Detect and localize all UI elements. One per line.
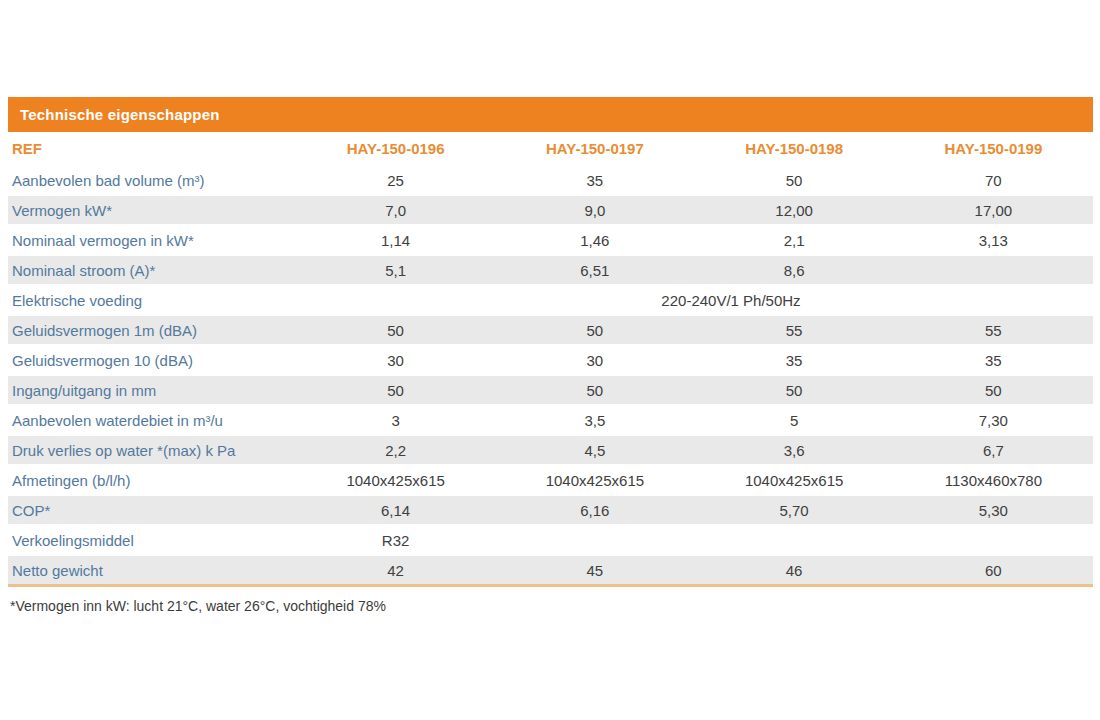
row-label: Druk verlies op water *(max) k Pa [8, 435, 296, 465]
table-row: Nominaal stroom (A)*5,16,518,6 [8, 255, 1093, 285]
table-row: Elektrische voeding220-240V/1 Ph/50Hz [8, 285, 1093, 315]
value-cell: 35 [495, 165, 694, 195]
table-row: Druk verlies op water *(max) k Pa2,24,53… [8, 435, 1093, 465]
row-label: Verkoelingsmiddel [8, 525, 296, 555]
value-cell: 1040x425x615 [695, 465, 894, 495]
value-cell: 42 [296, 555, 495, 586]
value-cell: 5,1 [296, 255, 495, 285]
table-row: Vermogen kW*7,09,012,0017,00 [8, 195, 1093, 225]
table-body: Aanbevolen bad volume (m³)25355070Vermog… [8, 165, 1093, 586]
table-row: Aanbevolen waterdebiet in m³/u33,557,30 [8, 405, 1093, 435]
column-header-model-4: HAY-150-0199 [894, 132, 1093, 165]
value-cell: 50 [695, 165, 894, 195]
value-cell: 1,14 [296, 225, 495, 255]
value-cell: 7,30 [894, 405, 1093, 435]
value-cell: 46 [695, 555, 894, 586]
row-label: Vermogen kW* [8, 195, 296, 225]
row-label: Ingang/uitgang in mm [8, 375, 296, 405]
value-cell: 1130x460x780 [894, 465, 1093, 495]
value-cell [495, 525, 694, 555]
value-cell: 3 [296, 405, 495, 435]
value-cell: 5,70 [695, 495, 894, 525]
value-cell: 55 [695, 315, 894, 345]
value-cell: 2,1 [695, 225, 894, 255]
value-cell: 7,0 [296, 195, 495, 225]
value-cell: 3,6 [695, 435, 894, 465]
value-cell: 9,0 [495, 195, 694, 225]
table-row: Geluidsvermogen 10 (dBA)30303535 [8, 345, 1093, 375]
value-cell: 1040x425x615 [296, 465, 495, 495]
value-cell: 30 [495, 345, 694, 375]
row-label: Nominaal stroom (A)* [8, 255, 296, 285]
value-cell: 1,46 [495, 225, 694, 255]
page: Technische eigenschappen REF HAY-150-019… [0, 0, 1100, 720]
value-cell: 12,00 [695, 195, 894, 225]
table-row: Ingang/uitgang in mm50505050 [8, 375, 1093, 405]
value-cell [894, 525, 1093, 555]
value-cell: 60 [894, 555, 1093, 586]
value-cell: 3,5 [495, 405, 694, 435]
column-header-model-3: HAY-150-0198 [695, 132, 894, 165]
row-label: Nominaal vermogen in kW* [8, 225, 296, 255]
value-cell: 6,14 [296, 495, 495, 525]
value-cell: 17,00 [894, 195, 1093, 225]
row-label: Afmetingen (b/l/h) [8, 465, 296, 495]
column-header-model-2: HAY-150-0197 [495, 132, 694, 165]
value-cell: 1040x425x615 [495, 465, 694, 495]
spec-table-container: Technische eigenschappen REF HAY-150-019… [8, 97, 1093, 614]
table-title: Technische eigenschappen [8, 106, 220, 123]
value-cell: 6,16 [495, 495, 694, 525]
footnote: *Vermogen inn kW: lucht 21°C, water 26°C… [8, 598, 1093, 614]
value-cell: 50 [495, 375, 694, 405]
value-cell [695, 525, 894, 555]
value-cell: 6,51 [495, 255, 694, 285]
value-cell: 45 [495, 555, 694, 586]
table-row: Geluidsvermogen 1m (dBA)50505555 [8, 315, 1093, 345]
value-cell: 50 [296, 375, 495, 405]
value-cell: 35 [894, 345, 1093, 375]
header-row: REF HAY-150-0196 HAY-150-0197 HAY-150-01… [8, 132, 1093, 165]
value-cell: 5,30 [894, 495, 1093, 525]
ref-header-label: REF [8, 132, 296, 165]
row-label: Netto gewicht [8, 555, 296, 586]
row-label: Geluidsvermogen 1m (dBA) [8, 315, 296, 345]
merged-value-cell: 220-240V/1 Ph/50Hz [296, 285, 1093, 315]
value-cell: 50 [695, 375, 894, 405]
value-cell: 55 [894, 315, 1093, 345]
specs-table: REF HAY-150-0196 HAY-150-0197 HAY-150-01… [8, 132, 1093, 587]
table-row: Afmetingen (b/l/h)1040x425x6151040x425x6… [8, 465, 1093, 495]
table-row: Nominaal vermogen in kW*1,141,462,13,13 [8, 225, 1093, 255]
value-cell: 3,13 [894, 225, 1093, 255]
table-row: COP*6,146,165,705,30 [8, 495, 1093, 525]
table-title-bar: Technische eigenschappen [8, 97, 1093, 132]
row-label: Geluidsvermogen 10 (dBA) [8, 345, 296, 375]
value-cell: 2,2 [296, 435, 495, 465]
value-cell: 8,6 [695, 255, 894, 285]
value-cell: 70 [894, 165, 1093, 195]
value-cell: 30 [296, 345, 495, 375]
table-row: Netto gewicht42454660 [8, 555, 1093, 586]
table-row: VerkoelingsmiddelR32 [8, 525, 1093, 555]
row-label: Aanbevolen waterdebiet in m³/u [8, 405, 296, 435]
column-header-model-1: HAY-150-0196 [296, 132, 495, 165]
value-cell: 25 [296, 165, 495, 195]
row-label: COP* [8, 495, 296, 525]
value-cell: 4,5 [495, 435, 694, 465]
value-cell [894, 255, 1093, 285]
value-cell: 50 [894, 375, 1093, 405]
row-label: Aanbevolen bad volume (m³) [8, 165, 296, 195]
row-label: Elektrische voeding [8, 285, 296, 315]
value-cell: 35 [695, 345, 894, 375]
value-cell: 50 [495, 315, 694, 345]
value-cell: 50 [296, 315, 495, 345]
value-cell: 5 [695, 405, 894, 435]
value-cell: 6,7 [894, 435, 1093, 465]
table-row: Aanbevolen bad volume (m³)25355070 [8, 165, 1093, 195]
value-cell: R32 [296, 525, 495, 555]
